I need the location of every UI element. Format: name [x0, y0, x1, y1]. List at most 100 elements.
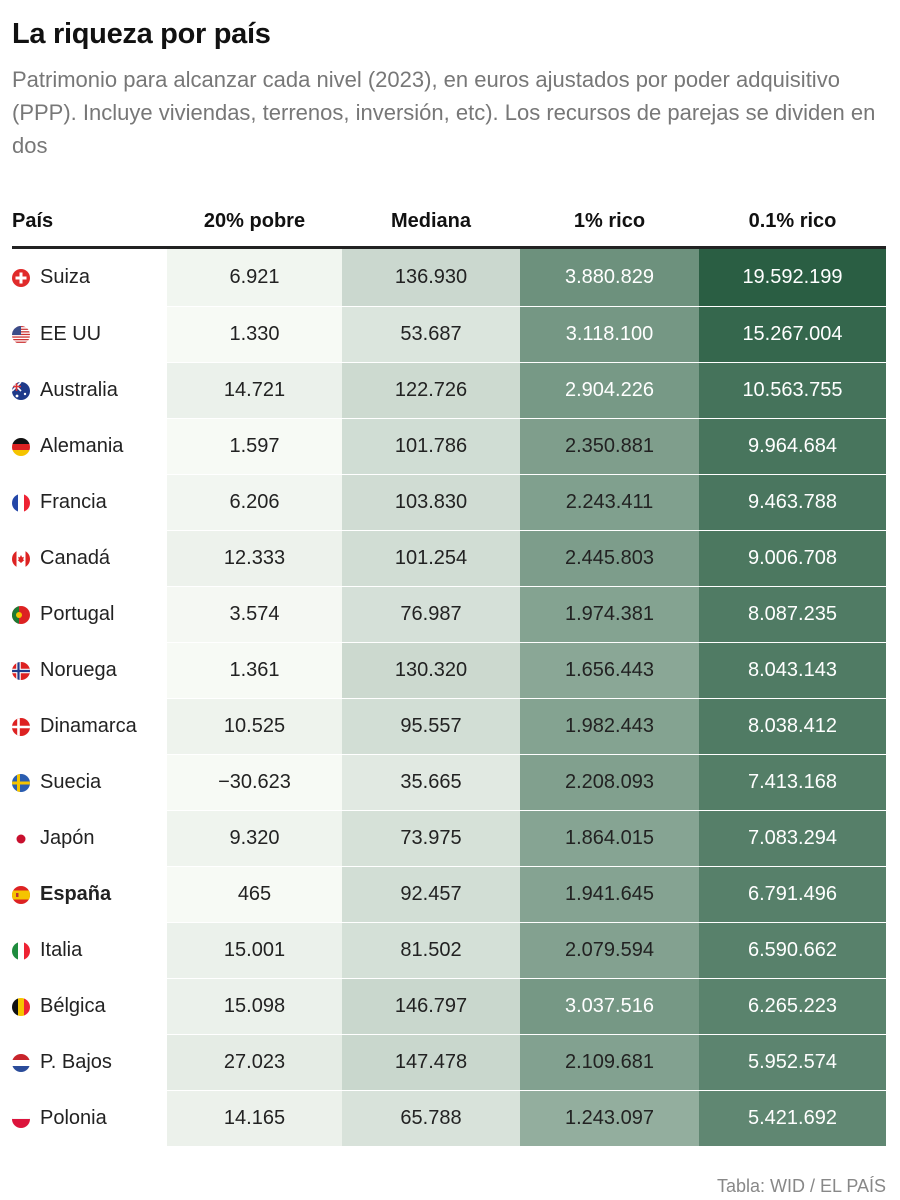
value-cell-median: 147.478 [342, 1034, 520, 1091]
value-cell-top1: 1.982.443 [520, 698, 699, 755]
column-header: Mediana [342, 196, 520, 249]
value-cell-top01: 10.563.755 [699, 362, 886, 419]
country-cell: Alemania [12, 418, 167, 475]
value-cell-top01: 8.038.412 [699, 698, 886, 755]
denmark-flag-icon [12, 717, 30, 736]
country-cell: Francia [12, 474, 167, 531]
value-cell-top01: 7.413.168 [699, 754, 886, 811]
value-cell-poor20: −30.623 [167, 754, 342, 811]
value-cell-top01: 7.083.294 [699, 810, 886, 867]
table-row: Japón 9.320 73.975 1.864.015 7.083.294 [12, 810, 886, 867]
value-cell-top1: 1.941.645 [520, 866, 699, 923]
table-row: Canadá 12.333 101.254 2.445.803 9.006.708 [12, 530, 886, 587]
value-cell-top01: 19.592.199 [699, 247, 886, 307]
value-cell-median: 73.975 [342, 810, 520, 867]
value-cell-poor20: 6.206 [167, 474, 342, 531]
value-cell-top1: 3.037.516 [520, 978, 699, 1035]
country-name: Noruega [40, 659, 117, 681]
value-cell-median: 136.930 [342, 247, 520, 307]
column-header: País [12, 196, 167, 249]
value-cell-top1: 3.880.829 [520, 247, 699, 307]
country-name: Bélgica [40, 995, 106, 1017]
usa-flag-icon [12, 325, 30, 344]
value-cell-top01: 5.952.574 [699, 1034, 886, 1091]
country-cell: Canadá [12, 530, 167, 587]
source-note: Tabla: WID / EL PAÍS [716, 1176, 886, 1196]
country-cell: Suiza [12, 247, 167, 307]
value-cell-top01: 9.964.684 [699, 418, 886, 475]
country-name: Canadá [40, 547, 111, 569]
country-name: Francia [40, 491, 107, 513]
country-name: Dinamarca [40, 715, 137, 737]
netherlands-flag-icon [12, 1053, 30, 1072]
value-cell-top1: 2.243.411 [520, 474, 699, 531]
table-row: Polonia 14.165 65.788 1.243.097 5.421.692 [12, 1090, 886, 1146]
value-cell-top01: 6.590.662 [699, 922, 886, 979]
value-cell-top01: 6.265.223 [699, 978, 886, 1035]
country-cell: Australia [12, 362, 167, 419]
australia-flag-icon [12, 381, 30, 400]
country-name: P. Bajos [40, 1051, 112, 1073]
table-row: Bélgica 15.098 146.797 3.037.516 6.265.223 [12, 978, 886, 1035]
value-cell-median: 130.320 [342, 642, 520, 699]
table-row: EE UU 1.330 53.687 3.118.100 15.267.004 [12, 306, 886, 363]
value-cell-median: 95.557 [342, 698, 520, 755]
value-cell-top1: 1.974.381 [520, 586, 699, 643]
canada-flag-icon [12, 549, 30, 568]
value-cell-top1: 2.904.226 [520, 362, 699, 419]
table-row: Italia 15.001 81.502 2.079.594 6.590.662 [12, 922, 886, 979]
value-cell-poor20: 15.001 [167, 922, 342, 979]
country-cell: Polonia [12, 1090, 167, 1146]
country-cell: Noruega [12, 642, 167, 699]
value-cell-poor20: 465 [167, 866, 342, 923]
value-cell-top1: 2.109.681 [520, 1034, 699, 1091]
country-cell: Suecia [12, 754, 167, 811]
value-cell-top01: 9.006.708 [699, 530, 886, 587]
table-row: P. Bajos 27.023 147.478 2.109.681 5.952.574 [12, 1034, 886, 1091]
value-cell-poor20: 6.921 [167, 247, 342, 307]
value-cell-top01: 9.463.788 [699, 474, 886, 531]
wealth-table: País 20% pobre Mediana 1% rico 0.1% rico Sui… [12, 196, 886, 1146]
table-row: España 465 92.457 1.941.645 6.791.496 [12, 866, 886, 923]
country-cell: Italia [12, 922, 167, 979]
france-flag-icon [12, 493, 30, 512]
value-cell-top01: 5.421.692 [699, 1090, 886, 1146]
value-cell-poor20: 12.333 [167, 530, 342, 587]
value-cell-median: 122.726 [342, 362, 520, 419]
value-cell-median: 103.830 [342, 474, 520, 531]
table-row: Alemania 1.597 101.786 2.350.881 9.964.684 [12, 418, 886, 475]
value-cell-median: 101.786 [342, 418, 520, 475]
chart-title: La riqueza por país [12, 18, 271, 50]
value-cell-median: 76.987 [342, 586, 520, 643]
value-cell-median: 92.457 [342, 866, 520, 923]
column-header: 20% pobre [167, 196, 342, 249]
value-cell-top01: 6.791.496 [699, 866, 886, 923]
poland-flag-icon [12, 1109, 30, 1128]
value-cell-median: 35.665 [342, 754, 520, 811]
value-cell-poor20: 14.165 [167, 1090, 342, 1146]
country-name: Japón [40, 827, 95, 849]
value-cell-top1: 2.079.594 [520, 922, 699, 979]
chart-subtitle: Patrimonio para alcanzar cada nivel (202… [12, 67, 876, 158]
value-cell-top01: 15.267.004 [699, 306, 886, 363]
italy-flag-icon [12, 941, 30, 960]
japan-flag-icon [12, 829, 30, 848]
country-cell: EE UU [12, 306, 167, 363]
value-cell-poor20: 1.330 [167, 306, 342, 363]
country-name: Italia [40, 939, 83, 961]
value-cell-median: 101.254 [342, 530, 520, 587]
country-name: Australia [40, 379, 118, 401]
value-cell-poor20: 3.574 [167, 586, 342, 643]
country-cell: P. Bajos [12, 1034, 167, 1091]
table-header: País 20% pobre Mediana 1% rico 0.1% rico [12, 196, 886, 249]
country-cell: Japón [12, 810, 167, 867]
portugal-flag-icon [12, 605, 30, 624]
value-cell-top1: 2.445.803 [520, 530, 699, 587]
table-body: Suiza 6.921 136.930 3.880.829 19.592.199 EE U… [12, 247, 886, 1146]
value-cell-poor20: 10.525 [167, 698, 342, 755]
country-name: EE UU [40, 323, 102, 345]
value-cell-top01: 8.087.235 [699, 586, 886, 643]
value-cell-top01: 8.043.143 [699, 642, 886, 699]
value-cell-top1: 2.208.093 [520, 754, 699, 811]
table-row: Noruega 1.361 130.320 1.656.443 8.043.143 [12, 642, 886, 699]
